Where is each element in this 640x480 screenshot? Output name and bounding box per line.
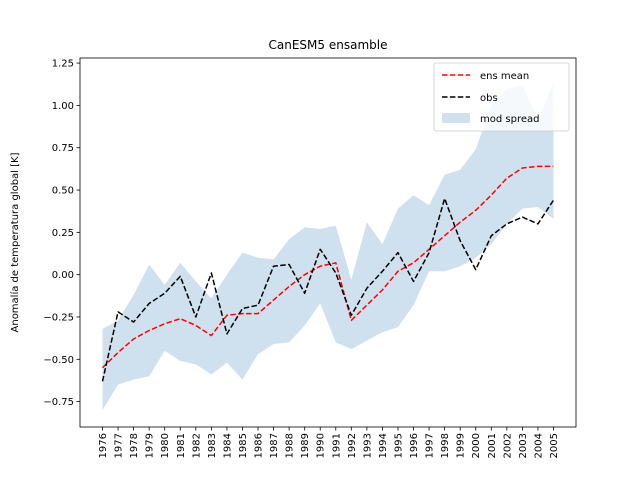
- x-tick-label: 1979: [145, 433, 156, 458]
- y-tick-label: 1.00: [52, 101, 74, 112]
- x-tick-label: 1991: [331, 433, 342, 458]
- x-tick-label: 2003: [518, 433, 529, 458]
- x-tick-label: 1982: [191, 433, 202, 458]
- y-tick-label: −0.25: [43, 312, 74, 323]
- y-tick-label: 0.25: [52, 228, 74, 239]
- x-tick-label: 1992: [347, 433, 358, 458]
- x-tick-label: 1988: [285, 433, 296, 458]
- x-tick-label: 1989: [300, 433, 311, 458]
- y-axis-label: Anomalía de temperatura global [K]: [9, 152, 21, 332]
- x-tick-label: 1987: [269, 433, 280, 458]
- x-tick-label: 1978: [129, 433, 140, 458]
- y-tick-label: −0.75: [43, 397, 74, 408]
- plot-area-frame: [79, 57, 577, 428]
- x-tick-label: 1981: [176, 433, 187, 458]
- x-tick-label: 1985: [238, 433, 249, 458]
- ens-mean-line: [101, 165, 554, 369]
- obs-line: [101, 197, 555, 382]
- x-tick-label: 2002: [502, 433, 513, 458]
- x-tick-label: 1990: [316, 433, 327, 458]
- x-tick-label: 1995: [393, 433, 404, 458]
- legend-mod-spread-swatch: [442, 113, 470, 123]
- x-tick-label: 1997: [425, 433, 436, 458]
- legend-mod-spread-label: mod spread: [480, 114, 539, 125]
- legend-obs-label: obs: [480, 93, 498, 104]
- x-tick-label: 1993: [362, 433, 373, 458]
- legend-ens-mean-label: ens mean: [480, 71, 529, 82]
- y-tick-label: 0.75: [52, 143, 74, 154]
- x-tick-label: 2004: [533, 433, 544, 458]
- legend: ens mean obs mod spread: [433, 62, 570, 132]
- x-tick-label: 1986: [254, 433, 265, 458]
- x-tick-label: 1984: [222, 433, 233, 458]
- x-tick-label: 1980: [160, 433, 171, 458]
- mod-spread-band: [102, 83, 554, 411]
- y-tick-label: 0.50: [52, 186, 74, 197]
- x-tick-label: 2000: [471, 433, 482, 458]
- y-tick-label: 1.25: [52, 59, 74, 70]
- x-tick-label: 1999: [456, 433, 467, 458]
- x-tick-label: 2001: [487, 433, 498, 458]
- chart-title: CanESM5 ensamble: [269, 38, 388, 52]
- x-tick-label: 1996: [409, 433, 420, 458]
- x-tick-label: 1998: [440, 433, 451, 458]
- x-tick-label: 2005: [549, 433, 560, 458]
- x-tick-label: 1983: [207, 433, 218, 458]
- y-tick-label: 0.00: [52, 270, 74, 281]
- x-tick-label: 1976: [98, 433, 109, 458]
- x-tick-label: 1994: [378, 433, 389, 458]
- x-tick-label: 1977: [114, 433, 125, 458]
- y-tick-label: −0.50: [43, 355, 74, 366]
